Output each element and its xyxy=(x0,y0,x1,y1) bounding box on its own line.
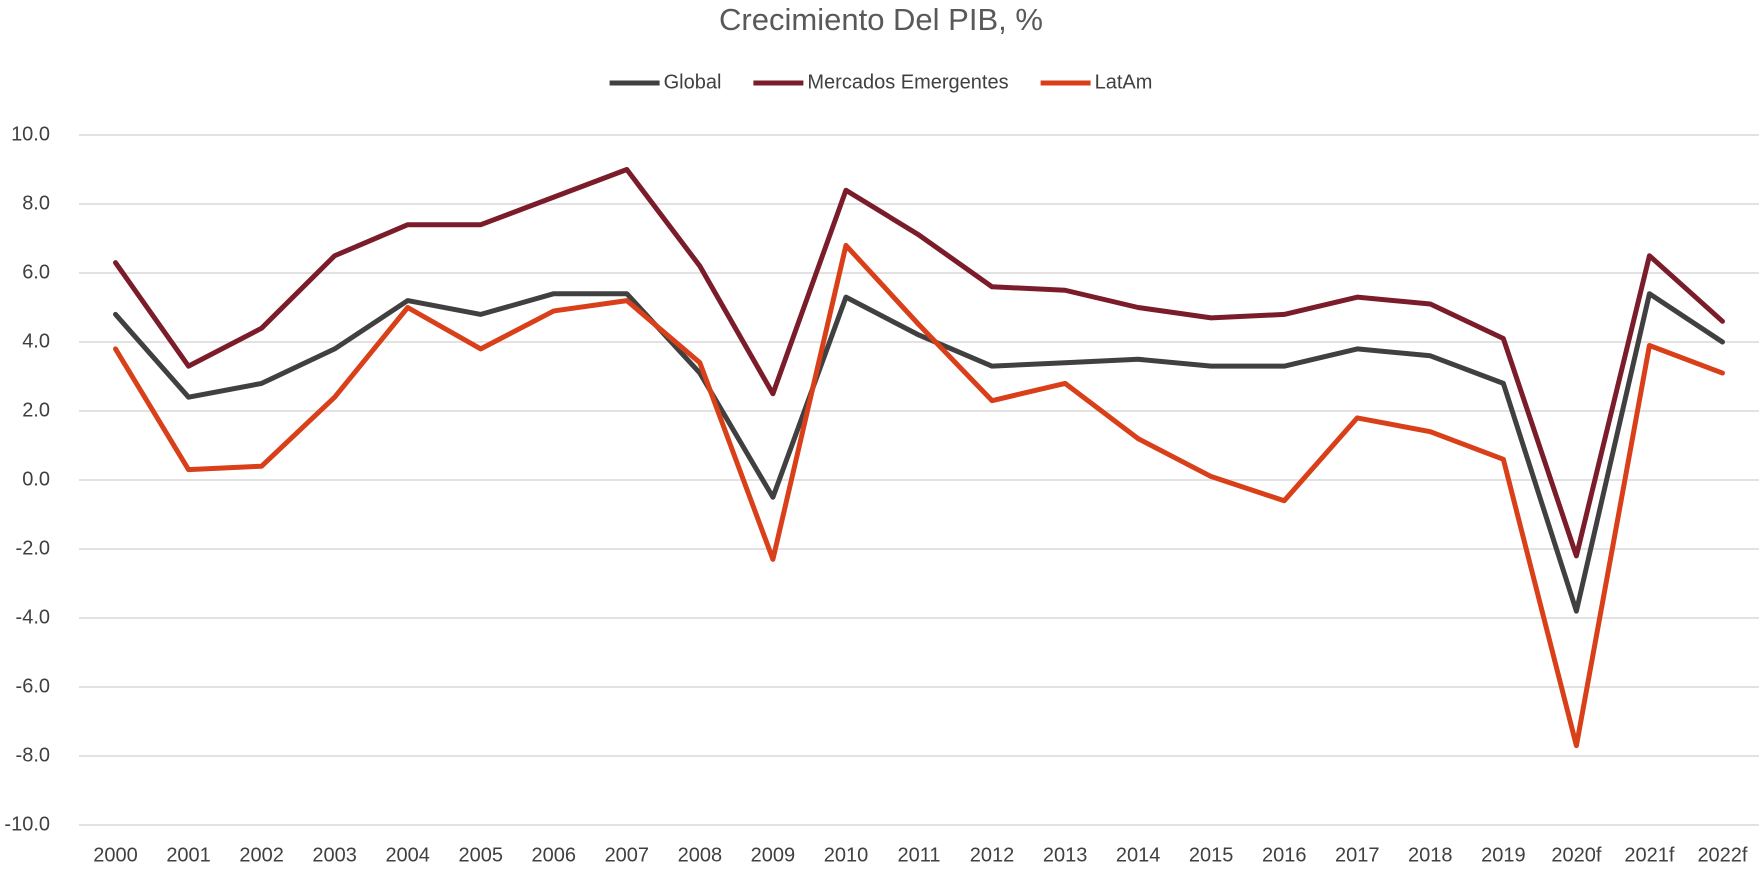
x-tick-label: 2018 xyxy=(1408,844,1453,866)
x-tick-label: 2006 xyxy=(532,844,577,866)
x-tick-label: 2001 xyxy=(166,844,211,866)
series-line xyxy=(113,167,1725,559)
series-line xyxy=(113,242,1725,749)
y-tick-label: -10.0 xyxy=(4,813,50,835)
x-tick-label: 2010 xyxy=(824,844,869,866)
y-tick-label: -2.0 xyxy=(16,537,50,559)
x-tick-label: 2017 xyxy=(1335,844,1380,866)
legend-label: LatAm xyxy=(1095,71,1153,93)
y-tick-label: 6.0 xyxy=(22,261,50,283)
x-tick-label: 2005 xyxy=(458,844,503,866)
y-tick-label: 4.0 xyxy=(22,330,50,352)
legend: Global Mercados Emergentes LatAm xyxy=(609,71,1153,93)
x-tick-label: 2012 xyxy=(970,844,1015,866)
y-tick-label: -4.0 xyxy=(16,606,50,628)
y-tick-label: 10.0 xyxy=(11,123,50,145)
x-tick-label: 2020f xyxy=(1551,844,1601,866)
x-tick-label: 2015 xyxy=(1189,844,1234,866)
x-tick-label: 2008 xyxy=(678,844,723,866)
x-tick-label: 2011 xyxy=(897,844,940,866)
x-tick-label: 2007 xyxy=(605,844,650,866)
chart-title: Crecimiento Del PIB, % xyxy=(719,2,1043,37)
y-tick-label: 2.0 xyxy=(22,399,50,421)
x-tick-label: 2002 xyxy=(239,844,284,866)
y-tick-label: -6.0 xyxy=(16,675,50,697)
y-tick-label: 8.0 xyxy=(22,192,50,214)
x-tick-label: 2014 xyxy=(1116,844,1161,866)
x-tick-label: 2022f xyxy=(1697,844,1747,866)
x-tick-label: 2004 xyxy=(385,844,430,866)
series-line xyxy=(113,291,1725,614)
legend-label: Global xyxy=(664,71,722,93)
y-tick-label: -8.0 xyxy=(16,744,50,766)
x-tick-label: 2009 xyxy=(751,844,796,866)
x-tick-label: 2003 xyxy=(312,844,357,866)
legend-label: Mercados Emergentes xyxy=(807,71,1008,93)
y-tick-label: 0.0 xyxy=(22,468,50,490)
x-tick-label: 2021f xyxy=(1624,844,1674,866)
x-tick-label: 2016 xyxy=(1262,844,1307,866)
x-tick-label: 2000 xyxy=(93,844,138,866)
x-tick-label: 2013 xyxy=(1043,844,1088,866)
x-tick-label: 2019 xyxy=(1481,844,1526,866)
